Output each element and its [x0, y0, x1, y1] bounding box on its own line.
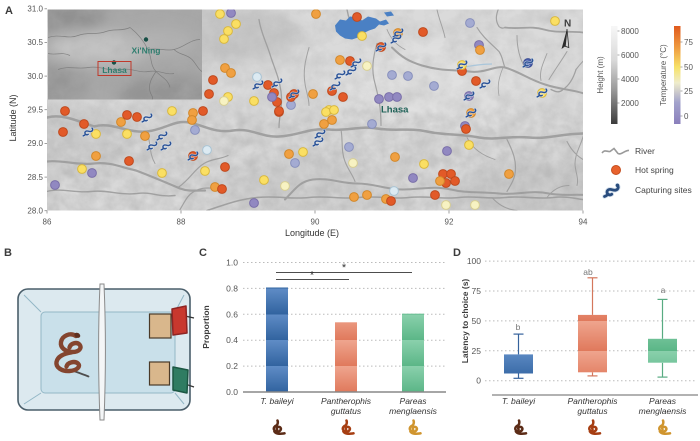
svg-text:menglaensis: menglaensis [639, 406, 687, 416]
svg-text:1.0: 1.0 [226, 258, 238, 268]
svg-text:b: b [516, 322, 521, 332]
svg-text:ab: ab [583, 267, 593, 277]
svg-text:River: River [635, 146, 655, 156]
svg-text:25: 25 [684, 87, 693, 96]
svg-text:0: 0 [684, 112, 689, 121]
svg-text:B: B [4, 247, 12, 259]
svg-text:0.6: 0.6 [226, 309, 238, 319]
svg-text:30.5: 30.5 [27, 38, 43, 47]
svg-text:D: D [453, 247, 461, 259]
svg-text:8000: 8000 [621, 27, 639, 36]
svg-text:29.0: 29.0 [27, 139, 43, 148]
svg-text:A: A [5, 5, 13, 17]
svg-text:0.4: 0.4 [226, 335, 238, 345]
svg-text:Hot spring: Hot spring [635, 165, 674, 175]
svg-text:92: 92 [445, 218, 454, 227]
svg-text:Capturing sites: Capturing sites [635, 185, 692, 195]
svg-text:Proportion: Proportion [201, 305, 211, 348]
svg-text:75: 75 [472, 286, 482, 296]
svg-text:88: 88 [177, 218, 186, 227]
svg-text:*: * [310, 270, 315, 282]
svg-text:Lhasa: Lhasa [102, 65, 127, 75]
svg-text:0.0: 0.0 [226, 387, 238, 397]
svg-text:29.5: 29.5 [27, 106, 43, 115]
svg-text:*: * [342, 262, 347, 274]
svg-text:Height (m): Height (m) [596, 56, 605, 94]
svg-text:0.2: 0.2 [226, 361, 238, 371]
svg-text:Pareas: Pareas [400, 396, 428, 406]
svg-text:Pantherophis: Pantherophis [321, 396, 372, 406]
svg-text:Pantherophis: Pantherophis [567, 396, 618, 406]
svg-text:75: 75 [684, 38, 693, 47]
svg-text:T. baileyi: T. baileyi [502, 396, 536, 406]
svg-text:menglaensis: menglaensis [389, 406, 437, 416]
svg-text:4000: 4000 [621, 75, 639, 84]
svg-text:25: 25 [472, 346, 482, 356]
svg-text:C: C [199, 247, 207, 259]
svg-text:a: a [661, 285, 666, 295]
svg-text:2000: 2000 [621, 99, 639, 108]
svg-text:100: 100 [467, 256, 481, 266]
svg-text:N: N [564, 19, 571, 30]
svg-text:90: 90 [311, 218, 320, 227]
svg-text:Lhasa: Lhasa [381, 105, 409, 116]
svg-text:0.8: 0.8 [226, 283, 238, 293]
svg-text:guttatus: guttatus [577, 406, 608, 416]
svg-text:T. baileyi: T. baileyi [260, 396, 294, 406]
svg-text:Longitude (E): Longitude (E) [285, 228, 339, 238]
svg-text:50: 50 [684, 63, 693, 72]
svg-text:86: 86 [43, 218, 52, 227]
svg-text:Latitude (N): Latitude (N) [8, 94, 18, 141]
svg-text:6000: 6000 [621, 51, 639, 60]
svg-text:Latency to choice (s): Latency to choice (s) [460, 279, 470, 364]
svg-text:28.5: 28.5 [27, 173, 43, 182]
svg-text:0: 0 [476, 376, 481, 386]
svg-text:28.0: 28.0 [27, 207, 43, 216]
svg-text:50: 50 [472, 316, 482, 326]
svg-text:94: 94 [579, 218, 588, 227]
svg-text:Xi'Ning: Xi'Ning [132, 46, 161, 56]
svg-text:30.0: 30.0 [27, 72, 43, 81]
svg-text:31.0: 31.0 [27, 5, 43, 14]
svg-text:Pareas: Pareas [649, 396, 677, 406]
svg-text:guttatus: guttatus [331, 406, 362, 416]
svg-text:Temperature (°C): Temperature (°C) [659, 44, 668, 106]
